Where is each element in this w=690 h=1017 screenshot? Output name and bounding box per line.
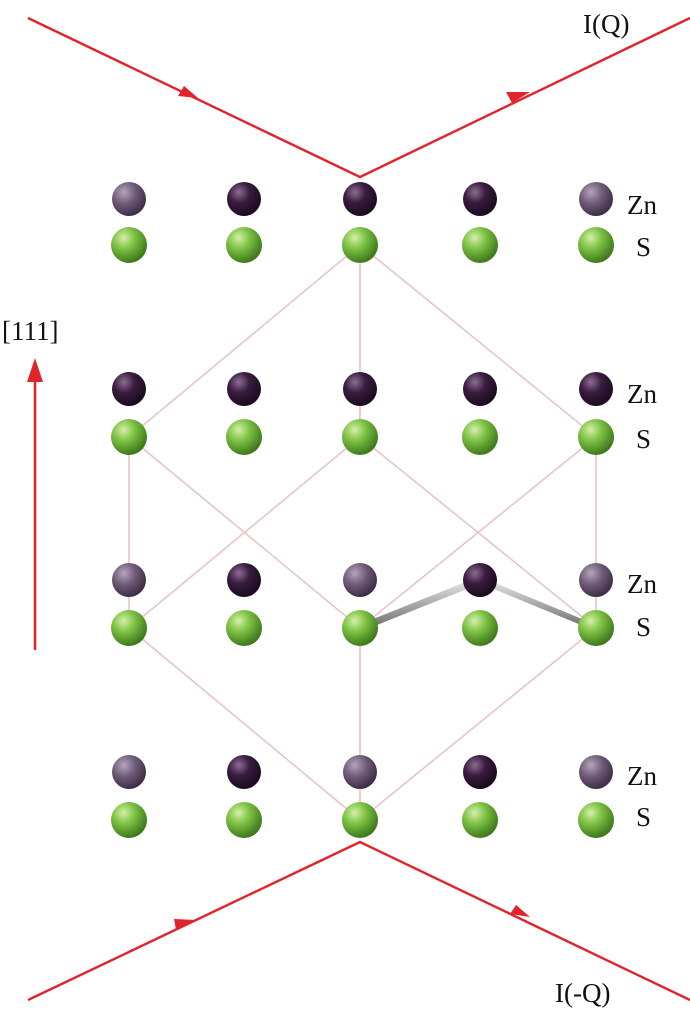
zn-atom-r2-c4	[463, 372, 497, 406]
row-2-zn-label: Zn	[627, 379, 657, 409]
s-atom-r4-c3	[342, 802, 378, 838]
s-atom-r3-c5	[578, 610, 614, 646]
direction-label: [111]	[2, 316, 58, 346]
s-atom-r1-c5	[578, 227, 614, 263]
zn-atom-r2-c3	[343, 372, 377, 406]
row-2-s-label: S	[636, 424, 651, 454]
s-atom-r2-c4	[462, 419, 498, 455]
s-atom-r1-c4	[462, 227, 498, 263]
zn-atom-r2-c2	[227, 372, 261, 406]
row-1-s-label: S	[636, 232, 651, 262]
row-1-zn-label: Zn	[627, 190, 657, 220]
zn-atom-r4-c4	[463, 755, 497, 789]
s-atom-r4-c1	[111, 802, 147, 838]
direction-arrowhead-icon	[27, 358, 43, 382]
bottom-beam-arrow-in-icon	[174, 919, 196, 930]
bottom-beam-label: I(-Q)	[555, 978, 610, 1008]
s-atom-r3-c1	[111, 610, 147, 646]
zn-atom-r3-c4	[463, 563, 497, 597]
s-atom-r1-c2	[226, 227, 262, 263]
atoms	[111, 182, 614, 838]
s-atom-r4-c5	[578, 802, 614, 838]
s-atom-r3-c2	[226, 610, 262, 646]
row-3-zn-label: Zn	[627, 569, 657, 599]
zn-atom-r1-c4	[463, 182, 497, 216]
bottom-beam	[27, 840, 690, 1002]
s-atom-r2-c3	[342, 419, 378, 455]
zn-atom-r3-c1	[112, 563, 146, 597]
s-atom-r1-c3	[342, 227, 378, 263]
zn-atom-r2-c5	[579, 372, 613, 406]
top-beam	[27, 16, 690, 179]
zn-atom-r1-c1	[112, 182, 146, 216]
zn-atom-r4-c3	[343, 755, 377, 789]
top-beam-arrow-in-icon	[178, 86, 198, 98]
s-atom-r2-c2	[226, 419, 262, 455]
zn-atom-r4-c2	[227, 755, 261, 789]
lattice-lines	[128, 244, 597, 821]
zn-atom-r3-c5	[579, 563, 613, 597]
s-atom-r4-c2	[226, 802, 262, 838]
zn-atom-r1-c5	[579, 182, 613, 216]
top-beam-arrow-out-icon	[506, 92, 530, 103]
row-3-s-label: S	[636, 612, 651, 642]
top-beam-label: I(Q)	[583, 9, 629, 39]
zn-atom-r4-c1	[112, 755, 146, 789]
zn-atom-r3-c3	[343, 563, 377, 597]
s-atom-r3-c4	[462, 610, 498, 646]
zn-atom-r3-c2	[227, 563, 261, 597]
zn-atom-r1-c2	[227, 182, 261, 216]
s-atom-r2-c1	[111, 419, 147, 455]
zn-atom-r4-c5	[579, 755, 613, 789]
row-4-zn-label: Zn	[627, 761, 657, 791]
bottom-beam-arrow-out-icon	[510, 905, 530, 917]
s-atom-r4-c4	[462, 802, 498, 838]
zn-atom-r1-c3	[343, 182, 377, 216]
s-atom-r1-c1	[111, 227, 147, 263]
s-atom-r2-c5	[578, 419, 614, 455]
s-atom-r3-c3	[342, 610, 378, 646]
zn-atom-r2-c1	[112, 372, 146, 406]
row-4-s-label: S	[636, 802, 651, 832]
